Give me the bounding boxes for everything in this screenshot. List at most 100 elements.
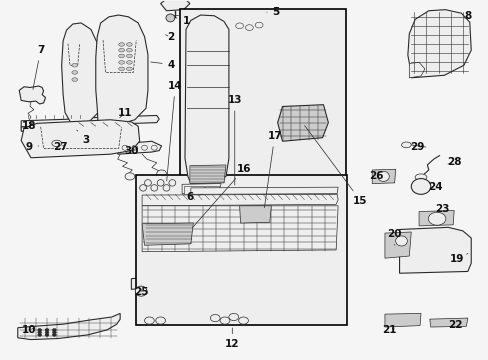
Text: 3: 3 — [77, 130, 89, 145]
Ellipse shape — [427, 212, 445, 225]
Polygon shape — [277, 105, 328, 141]
Polygon shape — [19, 86, 45, 104]
Ellipse shape — [52, 140, 61, 147]
Ellipse shape — [41, 139, 49, 146]
Polygon shape — [131, 278, 152, 289]
Polygon shape — [96, 15, 148, 126]
Ellipse shape — [125, 173, 135, 180]
Ellipse shape — [72, 71, 78, 74]
Bar — [183, 186, 203, 194]
Polygon shape — [73, 116, 159, 126]
Ellipse shape — [126, 67, 132, 71]
Ellipse shape — [395, 236, 407, 246]
Ellipse shape — [38, 328, 41, 331]
Ellipse shape — [126, 60, 132, 64]
Polygon shape — [189, 165, 225, 184]
Ellipse shape — [238, 317, 248, 324]
Ellipse shape — [401, 142, 410, 148]
Polygon shape — [61, 23, 101, 126]
Polygon shape — [384, 314, 420, 327]
Ellipse shape — [119, 48, 124, 52]
Text: 7: 7 — [33, 45, 44, 89]
Ellipse shape — [151, 185, 158, 191]
Bar — [39, 141, 51, 148]
Ellipse shape — [220, 317, 229, 324]
Ellipse shape — [157, 170, 166, 177]
Text: 28: 28 — [446, 157, 461, 167]
Text: 12: 12 — [224, 328, 239, 349]
Ellipse shape — [235, 23, 243, 29]
Text: 24: 24 — [427, 182, 442, 192]
Text: 22: 22 — [447, 320, 462, 330]
Ellipse shape — [72, 63, 78, 67]
Ellipse shape — [140, 185, 146, 191]
Ellipse shape — [119, 42, 124, 46]
Ellipse shape — [414, 174, 426, 180]
Text: 26: 26 — [368, 171, 383, 181]
Text: 30: 30 — [124, 145, 138, 156]
Polygon shape — [371, 169, 395, 184]
Ellipse shape — [245, 25, 253, 31]
Text: 17: 17 — [264, 131, 282, 208]
Ellipse shape — [168, 180, 175, 186]
Polygon shape — [160, 0, 189, 11]
Ellipse shape — [119, 67, 124, 71]
Ellipse shape — [142, 145, 147, 150]
Text: 13: 13 — [227, 95, 242, 185]
Ellipse shape — [72, 78, 78, 81]
Text: 23: 23 — [434, 204, 448, 215]
Polygon shape — [142, 194, 337, 206]
Ellipse shape — [52, 333, 56, 336]
Text: 20: 20 — [386, 229, 401, 245]
Polygon shape — [21, 118, 96, 127]
Polygon shape — [429, 318, 467, 327]
Ellipse shape — [21, 124, 31, 132]
Polygon shape — [142, 206, 337, 252]
Polygon shape — [184, 15, 228, 184]
Polygon shape — [239, 206, 271, 223]
Text: 27: 27 — [53, 142, 67, 152]
Bar — [180, 9, 345, 195]
Text: 6: 6 — [186, 192, 203, 202]
Text: 4: 4 — [150, 59, 175, 69]
Ellipse shape — [52, 331, 56, 334]
Text: 16: 16 — [192, 163, 251, 228]
Ellipse shape — [151, 145, 157, 150]
Text: 1: 1 — [176, 17, 189, 27]
Ellipse shape — [132, 145, 138, 150]
Text: 29: 29 — [409, 142, 424, 152]
Text: 15: 15 — [304, 126, 367, 206]
Ellipse shape — [135, 286, 147, 296]
Text: 11: 11 — [118, 108, 132, 118]
Ellipse shape — [157, 180, 163, 186]
Ellipse shape — [163, 185, 169, 191]
Bar — [204, 186, 219, 193]
Ellipse shape — [122, 145, 128, 150]
Ellipse shape — [38, 331, 41, 334]
Ellipse shape — [255, 22, 263, 28]
Text: 8: 8 — [463, 11, 470, 21]
Text: 10: 10 — [21, 325, 36, 335]
Text: 14: 14 — [166, 81, 182, 181]
Ellipse shape — [45, 331, 49, 334]
Polygon shape — [190, 187, 337, 194]
Ellipse shape — [52, 328, 56, 331]
Ellipse shape — [410, 179, 430, 194]
Bar — [181, 12, 188, 19]
Polygon shape — [182, 184, 221, 194]
Text: 9: 9 — [25, 142, 39, 152]
Polygon shape — [384, 232, 410, 258]
Polygon shape — [18, 314, 120, 339]
Text: 21: 21 — [382, 325, 396, 335]
Ellipse shape — [126, 42, 132, 46]
Ellipse shape — [144, 180, 151, 186]
Polygon shape — [399, 227, 470, 273]
Text: 25: 25 — [134, 287, 148, 297]
Ellipse shape — [38, 333, 41, 336]
Text: 19: 19 — [448, 253, 467, 264]
Ellipse shape — [45, 328, 49, 331]
Polygon shape — [142, 223, 193, 245]
Polygon shape — [42, 139, 79, 148]
Ellipse shape — [228, 314, 238, 320]
Ellipse shape — [156, 317, 165, 324]
